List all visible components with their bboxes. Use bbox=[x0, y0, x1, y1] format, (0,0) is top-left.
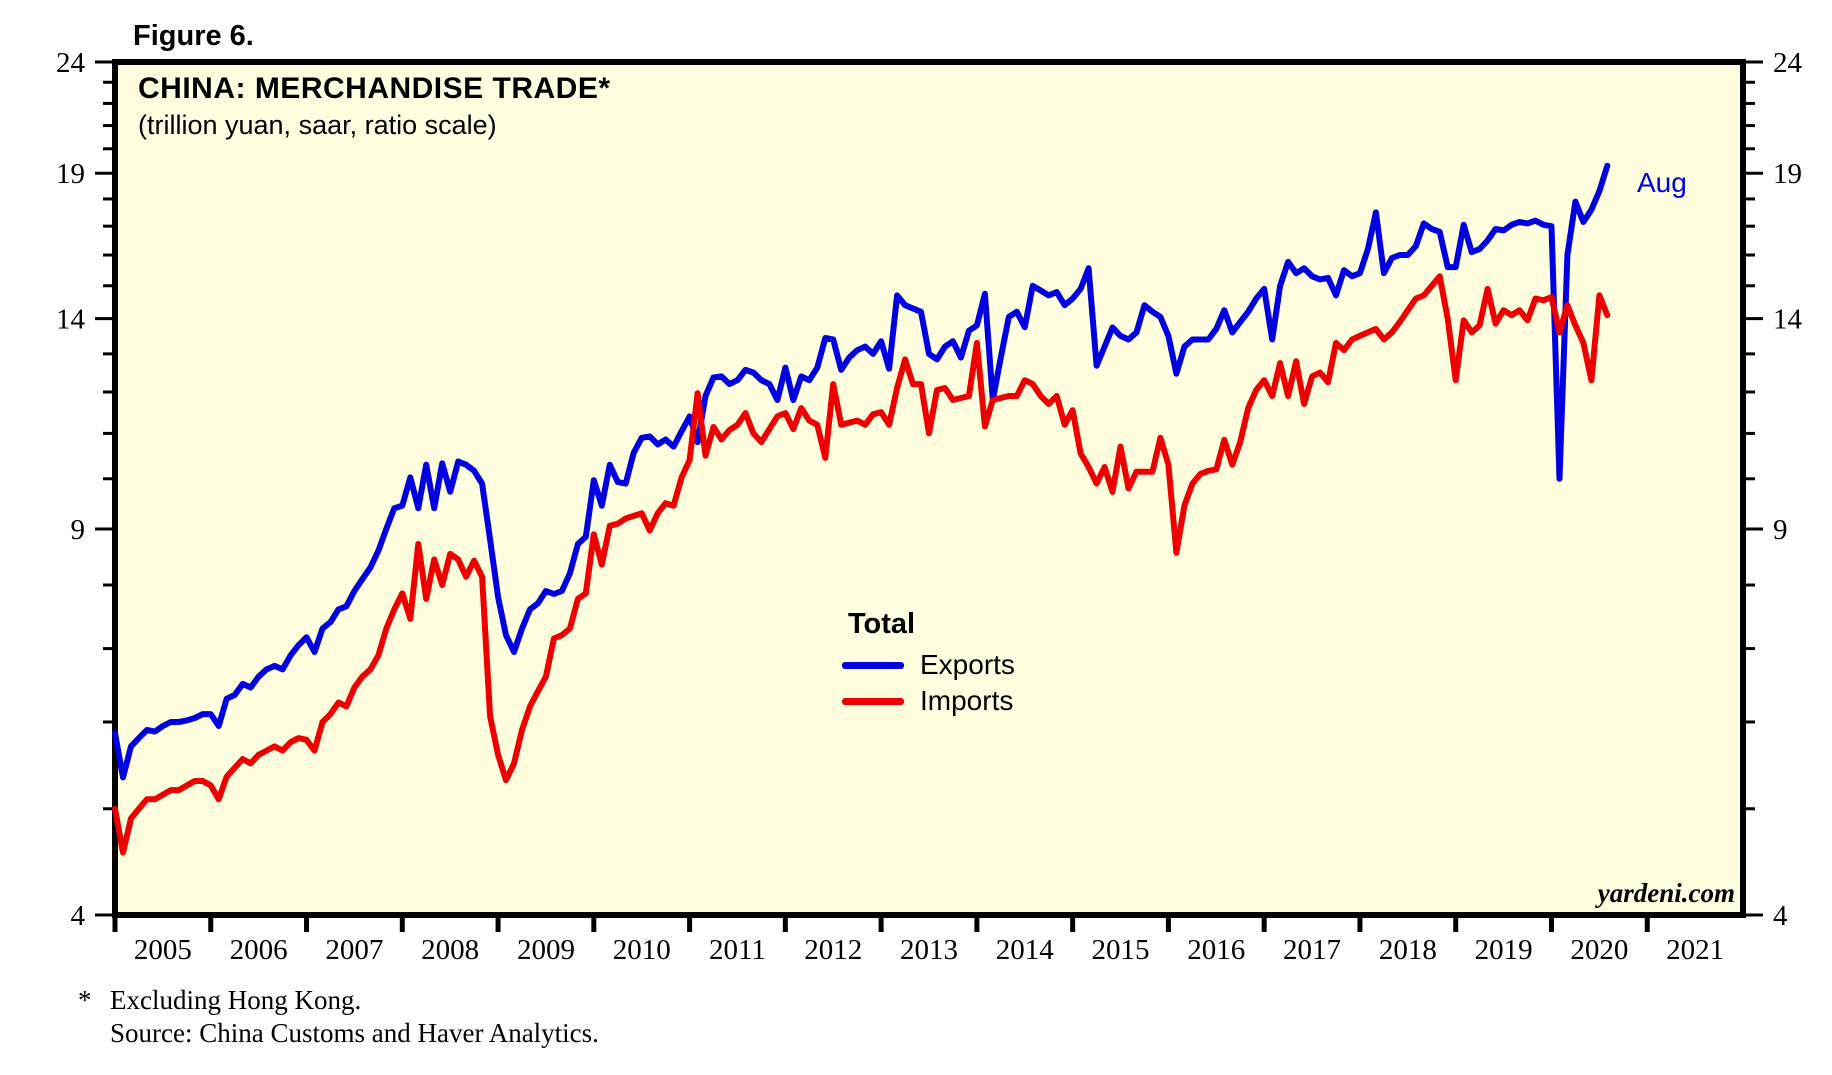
legend-label-imports: Imports bbox=[920, 685, 1014, 716]
y-axis-label-right-24: 24 bbox=[1773, 47, 1803, 79]
watermark: yardeni.com bbox=[1597, 878, 1735, 908]
x-axis-label-2014: 2014 bbox=[996, 934, 1055, 966]
footnote-line2: Source: China Customs and Haver Analytic… bbox=[110, 1018, 599, 1048]
x-axis-label-2006: 2006 bbox=[230, 934, 288, 966]
chart-subtitle: (trillion yuan, saar, ratio scale) bbox=[138, 110, 497, 140]
y-axis-label-right-14: 14 bbox=[1773, 304, 1803, 336]
x-axis-label-2011: 2011 bbox=[709, 934, 766, 966]
chart-title: CHINA: MERCHANDISE TRADE* bbox=[138, 72, 611, 105]
y-axis-label-left-14: 14 bbox=[56, 304, 86, 336]
x-axis-label-2012: 2012 bbox=[804, 934, 862, 966]
x-axis-label-2005: 2005 bbox=[134, 934, 192, 966]
imports-line-swatch bbox=[842, 697, 904, 705]
legend: Total Exports Imports bbox=[842, 608, 1015, 719]
y-axis-label-left-24: 24 bbox=[56, 47, 86, 79]
legend-item-exports: Exports bbox=[842, 647, 1015, 683]
x-axis-label-2016: 2016 bbox=[1187, 934, 1245, 966]
y-axis-label-right-9: 9 bbox=[1773, 514, 1788, 546]
figure-label: Figure 6. bbox=[133, 20, 254, 52]
x-axis-label-2020: 2020 bbox=[1570, 934, 1628, 966]
legend-item-imports: Imports bbox=[842, 683, 1015, 719]
x-axis-label-2013: 2013 bbox=[900, 934, 958, 966]
legend-heading: Total bbox=[848, 608, 916, 640]
x-axis-label-2017: 2017 bbox=[1283, 934, 1341, 966]
y-axis-label-left-4: 4 bbox=[71, 900, 86, 932]
y-axis-label-right-4: 4 bbox=[1773, 900, 1788, 932]
imports-line bbox=[112, 273, 1611, 856]
footnotes: * Excluding Hong Kong. Source: China Cus… bbox=[78, 984, 599, 1050]
x-axis-label-2018: 2018 bbox=[1379, 934, 1437, 966]
x-axis-label-2008: 2008 bbox=[421, 934, 479, 966]
x-axis-label-2021: 2021 bbox=[1666, 934, 1724, 966]
exports-line-swatch bbox=[842, 661, 904, 669]
x-axis-label-2009: 2009 bbox=[517, 934, 575, 966]
y-axis-label-right-19: 19 bbox=[1773, 158, 1802, 190]
footnote-line1: Excluding Hong Kong. bbox=[110, 985, 362, 1015]
x-axis-label-2007: 2007 bbox=[325, 934, 383, 966]
x-axis-label-2015: 2015 bbox=[1092, 934, 1150, 966]
x-axis-label-2019: 2019 bbox=[1475, 934, 1533, 966]
x-axis-label-2010: 2010 bbox=[613, 934, 671, 966]
exports-line bbox=[112, 162, 1611, 781]
y-axis-label-left-9: 9 bbox=[71, 514, 86, 546]
legend-label-exports: Exports bbox=[920, 649, 1015, 680]
y-axis-label-left-19: 19 bbox=[56, 158, 85, 190]
footnote-marker: * bbox=[78, 985, 92, 1015]
latest-month-annotation: Aug bbox=[1637, 167, 1687, 198]
plot-area bbox=[112, 59, 1746, 918]
